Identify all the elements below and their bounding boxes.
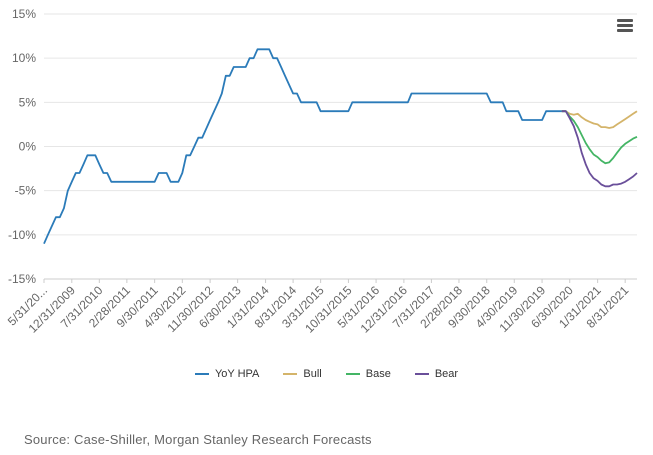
legend-swatch bbox=[283, 373, 298, 375]
legend-swatch bbox=[194, 373, 209, 375]
legend-label: Base bbox=[365, 368, 391, 380]
legend-label: Bull bbox=[303, 368, 322, 380]
legend-item-bull[interactable]: Bull bbox=[283, 368, 322, 380]
chart-legend: YoY HPA Bull Base Bear bbox=[0, 368, 653, 380]
y-tick-label: 0% bbox=[19, 140, 37, 154]
y-tick-label: 5% bbox=[19, 95, 37, 109]
legend-label: YoY HPA bbox=[214, 368, 260, 380]
legend-item-bear[interactable]: Bear bbox=[414, 368, 459, 380]
y-tick-label: -5% bbox=[15, 184, 37, 198]
series-line-bull bbox=[561, 110, 638, 129]
line-chart: 15%10%5%0%-5%-10%-15%5/31/20...12/31/200… bbox=[5, 7, 638, 336]
y-tick-label: 10% bbox=[12, 51, 36, 65]
y-tick-label: 15% bbox=[12, 7, 36, 21]
legend-label: Bear bbox=[434, 368, 459, 380]
legend-item-base[interactable]: Base bbox=[345, 368, 391, 380]
legend-item-yoy-hpa[interactable]: YoY HPA bbox=[194, 368, 260, 380]
legend-swatch bbox=[414, 373, 429, 375]
series-line-base bbox=[561, 110, 638, 165]
chart-menu-icon[interactable] bbox=[611, 12, 637, 38]
series-line-bear bbox=[561, 110, 638, 188]
legend-swatch bbox=[345, 373, 360, 375]
series-line-yoy-hpa bbox=[43, 48, 566, 245]
source-note: Source: Case-Shiller, Morgan Stanley Res… bbox=[24, 432, 372, 447]
y-tick-label: -15% bbox=[8, 272, 36, 286]
y-tick-label: -10% bbox=[8, 228, 36, 242]
